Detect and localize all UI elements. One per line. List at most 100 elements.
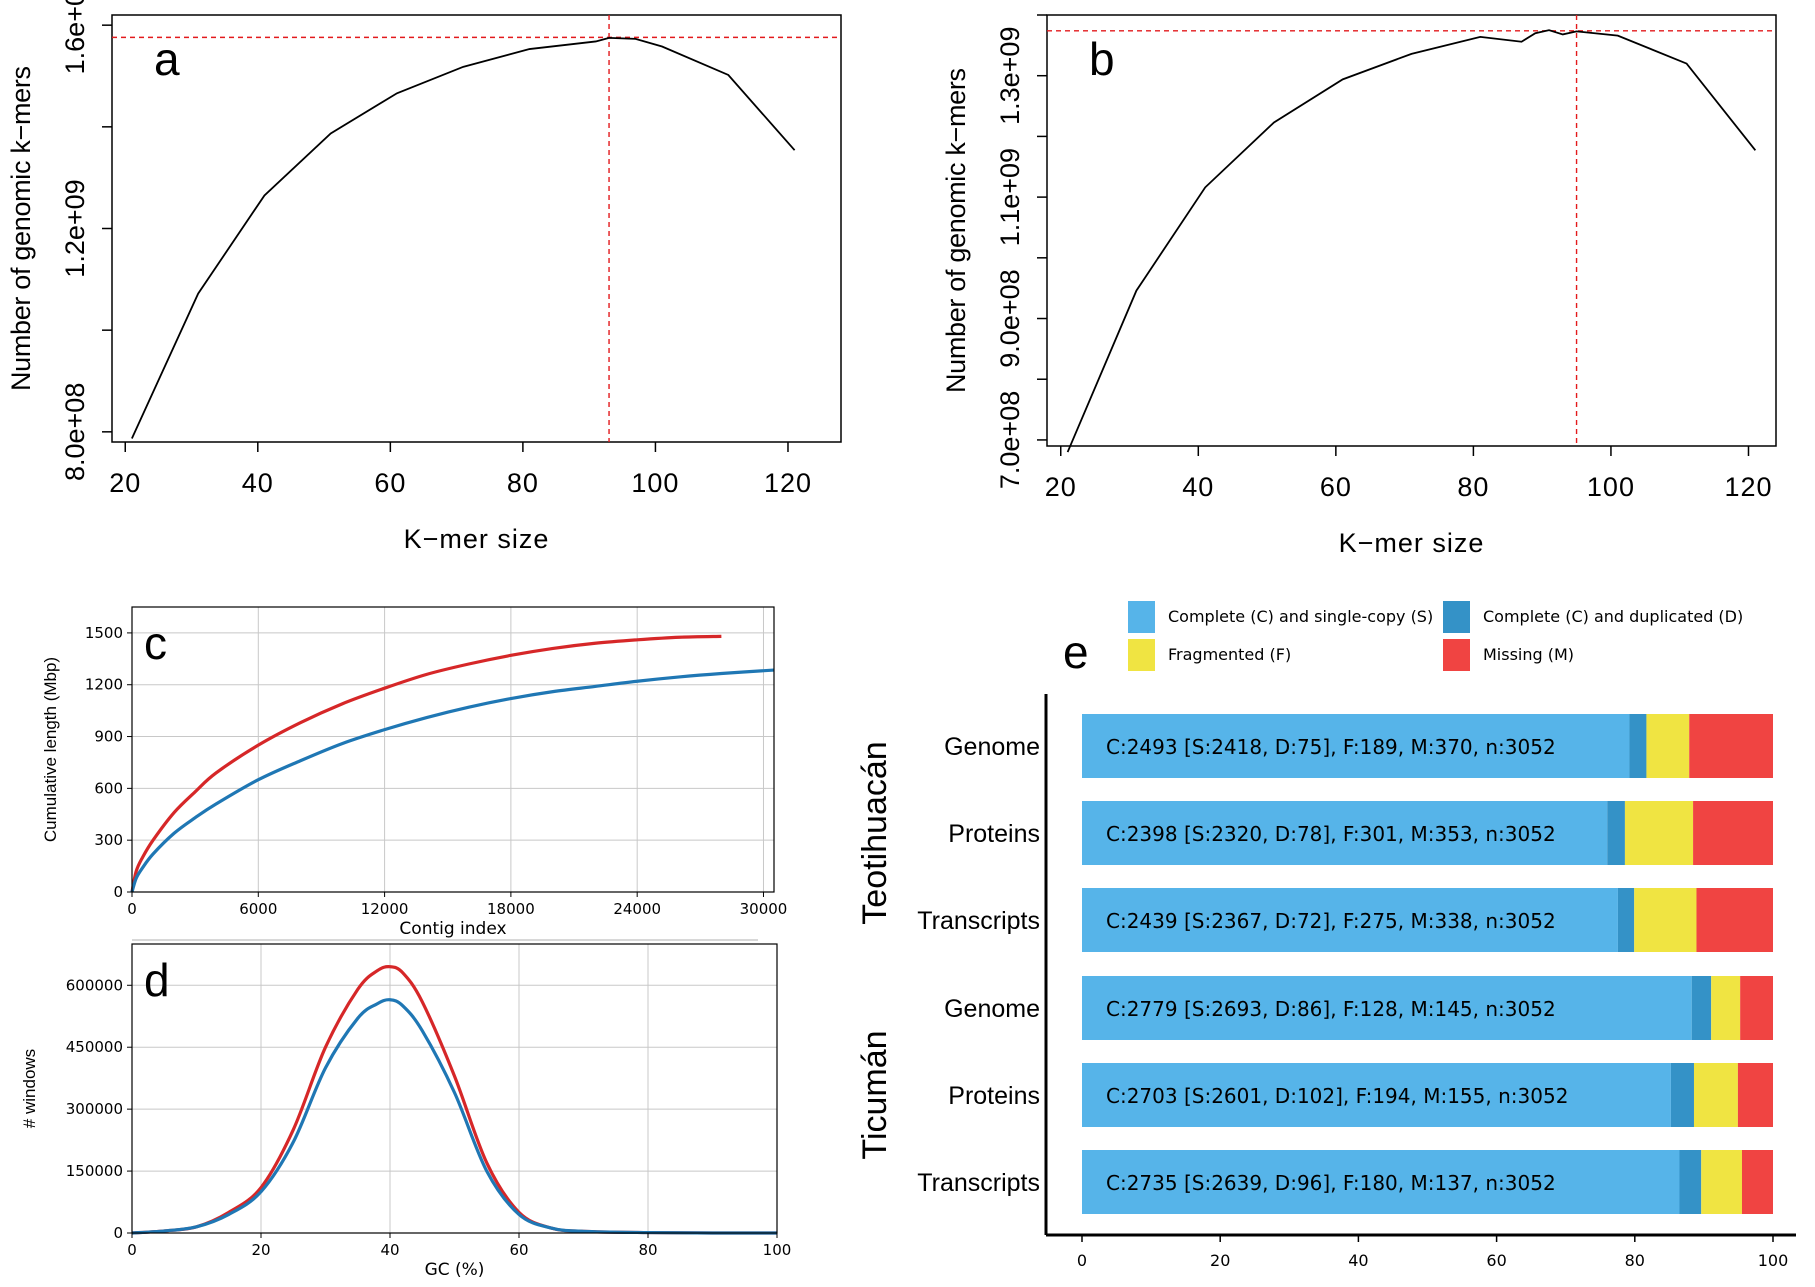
bar-segment [1679,1150,1702,1214]
bar-annotation: C:2398 [S:2320, D:78], F:301, M:353, n:3… [1106,822,1556,846]
series-line-blue [130,668,775,893]
x-tick-label: 80 [507,468,539,498]
legend-label: Complete (C) and duplicated (D) [1483,607,1743,626]
x-tick-label: 80 [1457,472,1489,502]
bar-segment [1711,976,1741,1040]
x-tick-label: 20 [1210,1251,1230,1270]
y-axis-label: # windows [20,1049,39,1128]
x-tick-label: 60 [1486,1251,1506,1270]
y-tick-label: 0 [113,883,123,901]
x-tick-label: 6000 [239,900,277,918]
bar-segment [1646,714,1690,778]
legend-swatch [1443,601,1470,633]
series-line-red [130,634,722,893]
y-tick-label: 150000 [66,1162,123,1180]
panel-label: a [154,33,180,85]
x-tick-label: 80 [638,1241,657,1259]
x-tick-label: 80 [1625,1251,1645,1270]
bar-segment [1617,888,1635,952]
bar-segment [1701,1150,1742,1214]
bar-segment [1624,801,1694,865]
bar-segment [1082,714,1630,778]
legend-label: Complete (C) and single-copy (S) [1168,607,1433,626]
y-tick-label: 7.0e+08 [995,391,1025,489]
y-tick-label: 8.0e+08 [60,383,90,481]
bar-segment [1082,1063,1671,1127]
panel-b: 20 40 60 80 100 120 7.0e+08 9.0e+08 1.1e+09 1.3e+… [941,14,1777,558]
panel-e: Complete (C) and single-copy (S) Complete… [856,601,1796,1270]
x-tick-label: 40 [1348,1251,1368,1270]
x-axis-label: Contig index [399,919,506,939]
bar-annotation: C:2439 [S:2367, D:72], F:275, M:338, n:3… [1106,909,1556,933]
bar-segment [1691,976,1712,1040]
x-tick-label: 60 [509,1241,528,1259]
bar-segment [1082,976,1692,1040]
y-tick-label: 450000 [66,1038,123,1056]
legend-label: Missing (M) [1483,645,1574,664]
y-tick-label: 900 [94,728,123,746]
x-tick-label: 40 [242,468,274,498]
kmer-series-line [131,36,796,439]
x-tick-label: 24000 [613,900,661,918]
legend-swatch [1443,639,1470,671]
y-tick-label: 600 [94,779,123,797]
bar-segment [1693,1063,1738,1127]
y-axis-label: Number of genomic k−mers [6,66,36,391]
panel-label: d [144,954,170,1006]
group-label: Teotihuacán [856,741,894,924]
x-tick-label: 20 [109,468,141,498]
bar-segment [1629,714,1647,778]
panel-c: 0 6000 12000 18000 24000 30000 0 300 600 900 1200 1… [41,606,787,939]
x-tick-label: 40 [1182,472,1214,502]
bar-segment [1740,976,1773,1040]
y-tick-label: 1.3e+09 [995,27,1025,125]
x-tick-label: 120 [764,468,812,498]
y-tick-label: 300 [94,831,123,849]
x-tick-label: 60 [1320,472,1352,502]
bar-segment [1693,801,1773,865]
panel-label: b [1089,33,1115,85]
legend-swatch [1128,639,1155,671]
series-line-blue [131,998,778,1235]
y-tick-label: 300000 [66,1100,123,1118]
category-label: Genome [944,995,1040,1023]
bar-segment [1696,888,1773,952]
x-tick-label: 20 [251,1241,270,1259]
x-tick-label: 0 [127,900,137,918]
y-tick-label: 1200 [85,676,123,694]
x-axis-label: K−mer size [1339,528,1485,558]
category-label: Genome [944,733,1040,761]
x-tick-label: 18000 [487,900,535,918]
x-tick-label: 12000 [361,900,409,918]
panel-a: 20 40 60 80 100 120 8.0e+08 1.2e+09 1.6e+09 a K−me… [6,0,842,554]
panel-label: e [1063,626,1089,678]
series-line-red [131,965,778,1235]
panel-d: 0 20 40 60 80 100 0 150000 300000 450000 600000 d GC… [20,943,791,1280]
x-tick-label: 100 [631,468,679,498]
panel-label: c [144,617,167,669]
category-label: Transcripts [917,1169,1040,1197]
y-tick-label: 600000 [66,976,123,994]
y-tick-label: 0 [113,1224,123,1242]
plot-frame [131,943,778,1234]
x-tick-label: 0 [127,1241,137,1259]
plot-frame [131,606,775,893]
y-axis-label: Number of genomic k−mers [941,68,971,393]
category-label: Transcripts [917,907,1040,935]
bar-segment [1741,1150,1773,1214]
x-tick-label: 20 [1045,472,1077,502]
bar-annotation: C:2779 [S:2693, D:86], F:128, M:145, n:3… [1106,997,1556,1021]
y-tick-label: 1.2e+09 [60,179,90,277]
x-tick-label: 100 [1758,1251,1789,1270]
y-tick-label: 9.0e+08 [995,269,1025,367]
legend-label: Fragmented (F) [1168,645,1291,664]
bar-segment [1670,1063,1694,1127]
x-axis-label: GC (%) [425,1260,485,1280]
x-tick-label: 120 [1724,472,1772,502]
x-tick-label: 100 [1587,472,1635,502]
y-tick-label: 1.6e+09 [60,0,90,74]
x-tick-label: 60 [374,468,406,498]
x-tick-label: 40 [380,1241,399,1259]
bar-segment [1607,801,1625,865]
bar-annotation: C:2493 [S:2418, D:75], F:189, M:370, n:3… [1106,735,1556,759]
